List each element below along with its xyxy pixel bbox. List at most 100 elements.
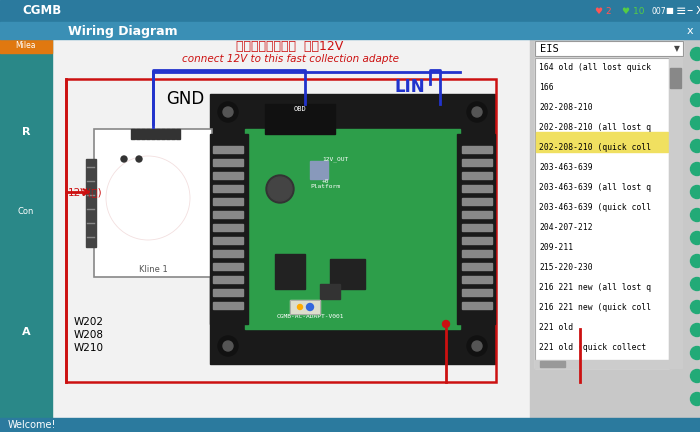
Text: 216 221 new (all lost q: 216 221 new (all lost q — [539, 283, 651, 292]
Bar — [146, 129, 150, 139]
Text: ♥ 2: ♥ 2 — [595, 6, 612, 16]
Text: connect 12V to this fast collection adapte: connect 12V to this fast collection adap… — [181, 54, 398, 64]
Circle shape — [690, 93, 700, 107]
Text: 202-208-210 (all lost q: 202-208-210 (all lost q — [539, 124, 651, 133]
Text: 215-220-230: 215-220-230 — [539, 264, 593, 273]
Text: 007: 007 — [652, 6, 666, 16]
Text: 202-208-210 (quick coll: 202-208-210 (quick coll — [539, 143, 651, 152]
Bar — [0, 39, 52, 53]
Circle shape — [467, 336, 487, 356]
Circle shape — [467, 102, 487, 122]
Bar — [670, 68, 681, 88]
Bar — [0, 39, 52, 418]
Bar — [535, 360, 669, 368]
Text: R: R — [22, 127, 30, 137]
Bar — [462, 289, 492, 296]
Bar — [462, 302, 492, 309]
Circle shape — [136, 156, 142, 162]
Bar — [213, 198, 243, 205]
Bar — [535, 58, 669, 368]
Text: LIN: LIN — [395, 78, 426, 96]
Text: 203-463-639 (all lost q: 203-463-639 (all lost q — [539, 184, 651, 193]
Bar — [462, 146, 492, 153]
Bar — [0, 22, 700, 39]
Text: 209-211: 209-211 — [539, 244, 573, 252]
Text: W210: W210 — [74, 343, 104, 353]
Bar — [310, 161, 328, 179]
Text: –: – — [686, 4, 692, 18]
Circle shape — [690, 393, 700, 406]
Text: 221 old: 221 old — [539, 324, 573, 333]
Text: 216 221 new (quick coll: 216 221 new (quick coll — [539, 304, 651, 312]
Bar — [540, 361, 565, 367]
Circle shape — [690, 324, 700, 337]
Bar — [213, 172, 243, 179]
Bar — [330, 259, 365, 289]
Bar — [136, 129, 140, 139]
Circle shape — [268, 177, 292, 201]
Bar — [166, 129, 170, 139]
Bar — [457, 134, 495, 324]
Bar — [535, 41, 683, 56]
Bar — [176, 129, 180, 139]
Text: ♥ 10: ♥ 10 — [622, 6, 645, 16]
Text: EIS: EIS — [540, 44, 559, 54]
Bar — [213, 159, 243, 166]
Circle shape — [690, 162, 700, 175]
Circle shape — [307, 304, 314, 311]
Bar — [213, 302, 243, 309]
Circle shape — [690, 185, 700, 198]
Bar — [462, 185, 492, 192]
Bar — [530, 39, 700, 418]
Circle shape — [266, 175, 294, 203]
Text: 203-463-639: 203-463-639 — [539, 163, 593, 172]
Circle shape — [690, 70, 700, 83]
Bar — [462, 198, 492, 205]
Text: 166: 166 — [539, 83, 554, 92]
Bar — [535, 41, 683, 56]
Bar — [669, 58, 682, 368]
Text: OBD: OBD — [293, 106, 307, 112]
Bar — [462, 172, 492, 179]
Text: Kline 1: Kline 1 — [139, 264, 167, 273]
Bar — [213, 224, 243, 231]
Bar — [94, 129, 212, 277]
Text: Milea: Milea — [15, 41, 36, 51]
Text: 221 old (quick collect: 221 old (quick collect — [539, 343, 646, 353]
Text: +0
Platform: +0 Platform — [310, 178, 340, 189]
Text: Con: Con — [18, 207, 34, 216]
Bar — [462, 159, 492, 166]
Bar — [462, 250, 492, 257]
Text: ≡: ≡ — [676, 4, 687, 18]
Bar — [210, 94, 495, 364]
Circle shape — [218, 102, 238, 122]
Bar — [462, 263, 492, 270]
Bar — [210, 134, 248, 324]
Circle shape — [690, 369, 700, 382]
Circle shape — [223, 341, 233, 351]
Circle shape — [690, 117, 700, 130]
Bar — [320, 284, 340, 299]
Text: ■: ■ — [665, 6, 673, 16]
Text: 202-208-210: 202-208-210 — [539, 104, 593, 112]
Bar — [213, 146, 243, 153]
Circle shape — [690, 277, 700, 290]
Circle shape — [472, 107, 482, 117]
Bar — [462, 211, 492, 218]
Text: A: A — [22, 327, 30, 337]
Bar — [213, 263, 243, 270]
Circle shape — [298, 305, 302, 309]
Bar — [462, 276, 492, 283]
Circle shape — [690, 209, 700, 222]
Bar — [213, 289, 243, 296]
Bar — [86, 159, 96, 247]
Bar — [0, 418, 700, 432]
Bar — [290, 300, 320, 314]
Text: Welcome!: Welcome! — [8, 420, 57, 430]
Circle shape — [690, 48, 700, 60]
Text: x: x — [687, 26, 693, 36]
Text: CGMB-AC-ADAPT-V001: CGMB-AC-ADAPT-V001 — [276, 314, 344, 320]
Bar — [462, 224, 492, 231]
Text: 203-463-639 (quick coll: 203-463-639 (quick coll — [539, 203, 651, 213]
Circle shape — [121, 156, 127, 162]
